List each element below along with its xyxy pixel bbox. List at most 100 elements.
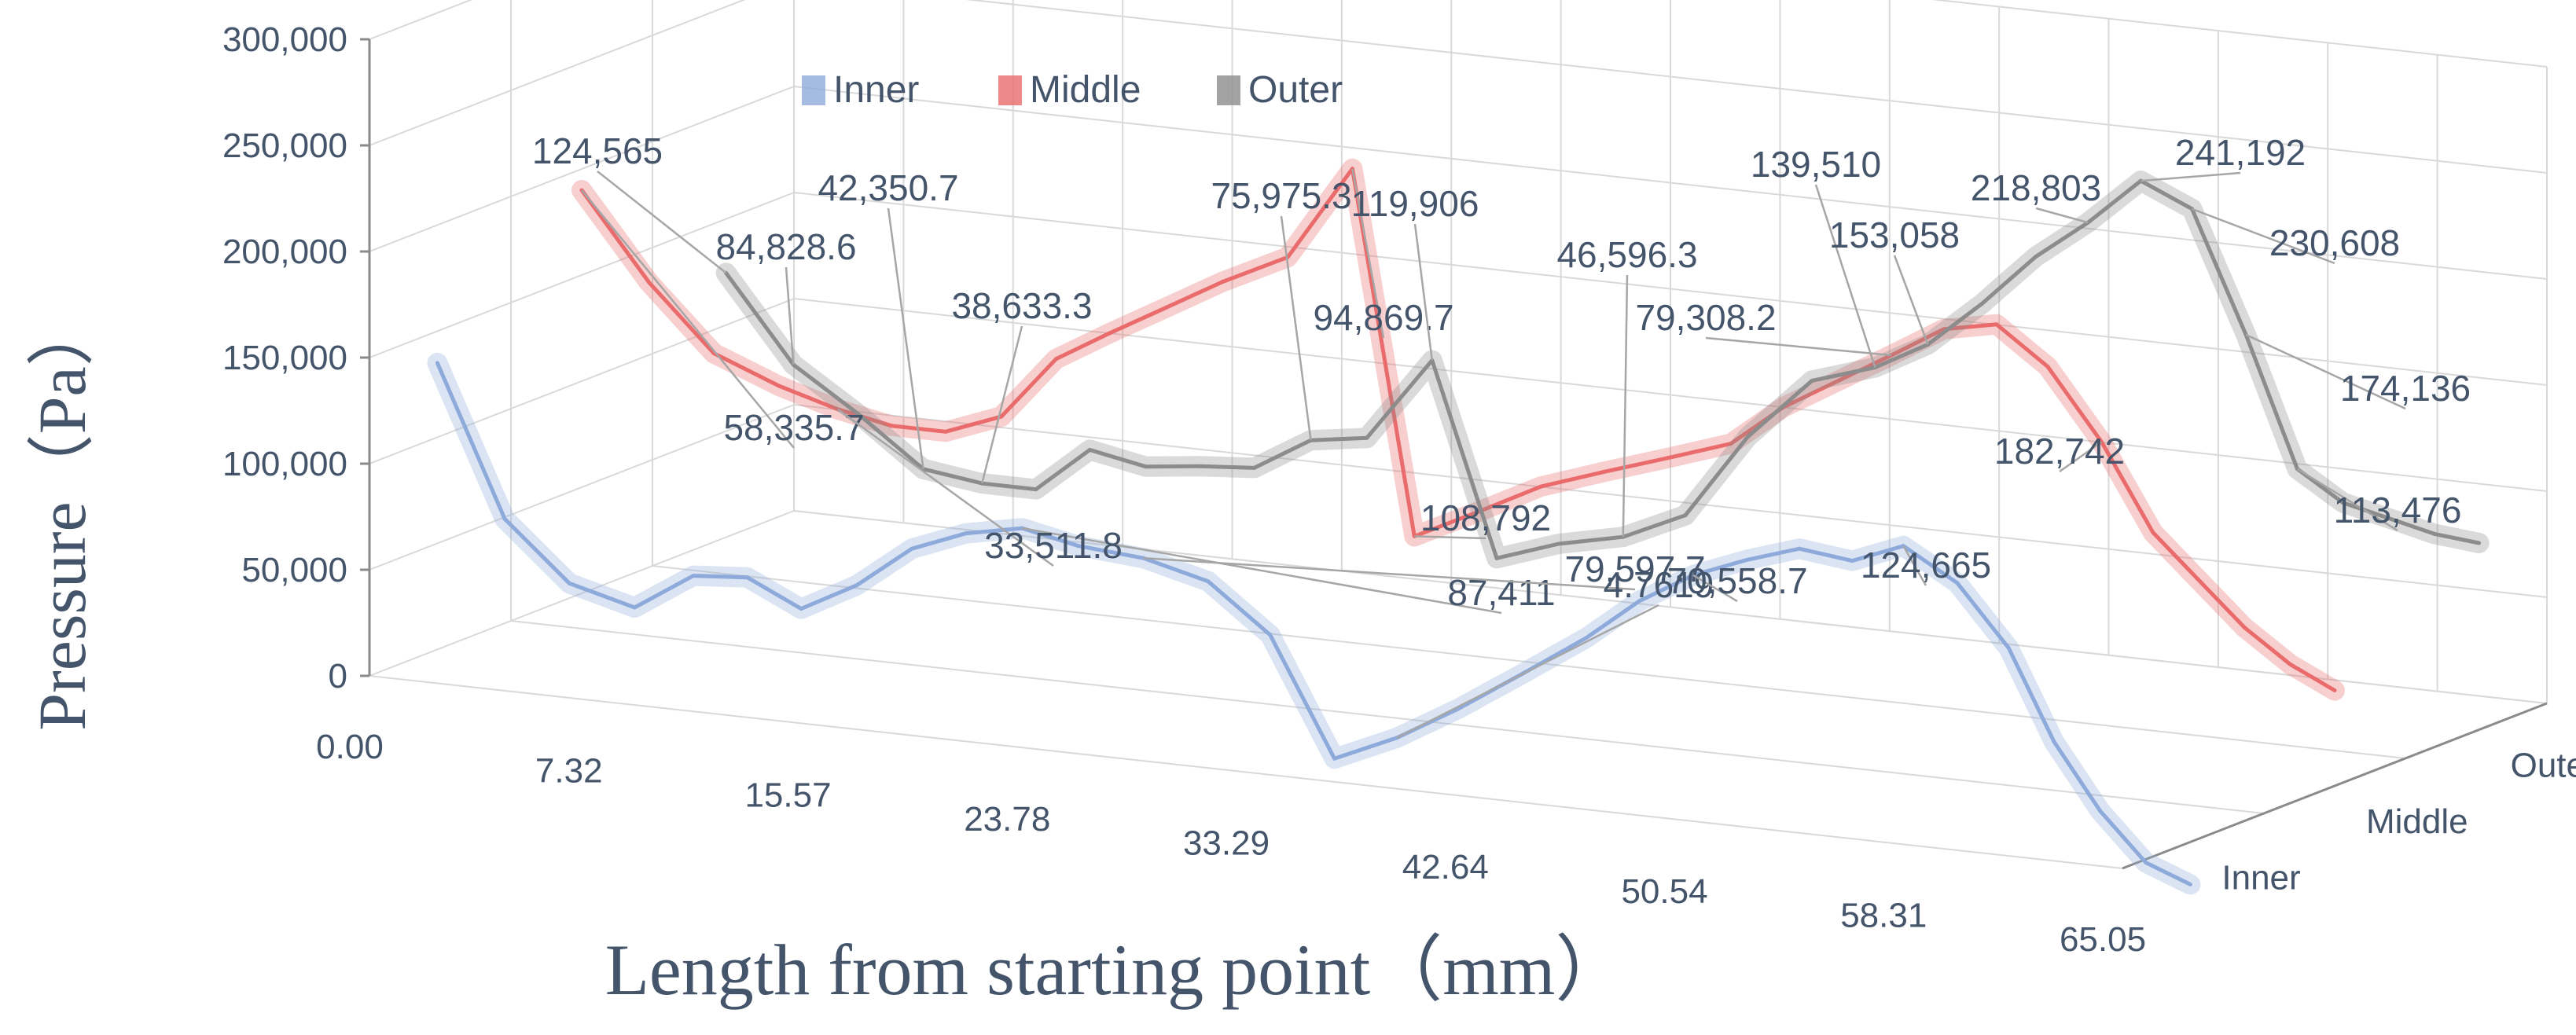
floor-gridline <box>369 675 2123 869</box>
legend-label-outer: Outer <box>1248 69 1343 111</box>
data-point-middle <box>1836 379 1840 384</box>
data-point-middle <box>1729 442 1733 446</box>
data-point-outer <box>1143 464 1148 469</box>
y-tick-label: 250,000 <box>222 127 347 165</box>
data-point-inner <box>963 531 968 536</box>
data-point-outer <box>1810 378 1814 383</box>
data-point-middle <box>1994 322 1999 327</box>
data-point-middle <box>2332 688 2337 692</box>
label-leader-line <box>1692 574 1738 603</box>
data-label-inner: 70,558.7 <box>1666 560 1807 601</box>
data-point-outer <box>1745 435 1750 439</box>
label-leader-line <box>1814 184 1876 368</box>
label-leader-line <box>2059 441 2103 473</box>
side-wall-gridline <box>369 86 795 252</box>
data-point-middle <box>1053 357 1058 362</box>
data-point-inner <box>1584 635 1589 640</box>
y-axis-title: Pressure（Pa） <box>24 299 100 730</box>
label-leader-line <box>1893 255 1929 345</box>
data-point-inner <box>1637 599 1641 604</box>
data-point-inner <box>567 581 571 585</box>
y-tick-label: 300,000 <box>222 20 347 59</box>
data-label-outer: 75,975.3 <box>1211 175 1351 216</box>
data-point-inner <box>1797 546 1802 551</box>
data-point-outer <box>2432 531 2437 536</box>
data-point-inner <box>691 574 696 578</box>
data-point-inner <box>435 361 439 365</box>
data-point-outer <box>1979 302 1984 306</box>
data-point-inner <box>910 546 914 551</box>
data-label-outer: 42,350.7 <box>818 167 958 208</box>
data-point-inner <box>1076 544 1081 549</box>
label-leader-line <box>1413 223 1434 361</box>
x-tick-label: 65.05 <box>2060 920 2146 959</box>
data-point-outer <box>1252 465 1257 470</box>
data-label-middle: 58,335.7 <box>723 407 864 448</box>
side-wall-gridline <box>369 404 795 571</box>
depth-tick-label: Outer <box>2511 747 2576 785</box>
data-point-inner <box>854 583 859 588</box>
legend-swatch-inner <box>802 75 825 105</box>
data-point-middle <box>1164 305 1169 310</box>
y-tick-label: 100,000 <box>222 445 347 483</box>
data-point-outer <box>1556 541 1561 546</box>
x-tick-label: 23.78 <box>964 800 1050 839</box>
depth-axis-line <box>2122 702 2548 870</box>
data-point-middle <box>2288 662 2292 666</box>
data-point-middle <box>889 424 894 428</box>
label-leader-line <box>2192 207 2335 265</box>
data-point-inner <box>1332 756 1337 761</box>
data-point-inner <box>2006 646 2011 651</box>
data-point-inner <box>2052 740 2056 744</box>
data-point-middle <box>2196 578 2201 582</box>
data-label-outer: 230,608 <box>2269 222 2400 263</box>
data-point-inner <box>745 575 750 580</box>
floor-gridline <box>652 565 2406 759</box>
label-leader-line <box>1351 168 1385 339</box>
data-label-outer: 113,476 <box>2334 490 2462 530</box>
data-point-inner <box>1850 559 1854 563</box>
series-line-outer <box>724 178 2480 560</box>
data-point-inner <box>799 607 803 611</box>
x-tick-label: 42.64 <box>1402 848 1489 886</box>
label-leader-line <box>1902 545 1927 586</box>
legend-swatch-outer <box>1217 75 1240 105</box>
floor-gridline <box>793 510 2548 704</box>
data-label-inner: 79,597.7 <box>1564 549 1705 589</box>
x-tick-label: 33.29 <box>1183 824 1270 863</box>
label-leader-line <box>597 171 727 274</box>
side-wall-gridline <box>369 298 795 464</box>
data-label-outer: 153,058 <box>1829 215 1960 255</box>
data-label-middle: 33,511.8 <box>984 525 1123 566</box>
depth-tick-label: Inner <box>2221 858 2300 897</box>
data-label-outer: 119,906 <box>1351 183 1479 224</box>
data-point-middle <box>2045 364 2050 369</box>
label-leader-line <box>2245 333 2406 410</box>
data-label-middle: 79,308.2 <box>1635 297 1776 338</box>
chart-legend: Inner Middle Outer <box>802 69 1343 111</box>
data-label-outer: 124,565 <box>532 130 663 171</box>
data-point-outer <box>2034 255 2038 259</box>
data-point-middle <box>1108 331 1112 336</box>
data-point-inner <box>2188 882 2192 886</box>
x-axis-title: Length from starting point（mm） <box>605 930 1628 1010</box>
label-leader-line <box>887 207 924 469</box>
data-point-middle <box>647 280 652 284</box>
data-point-middle <box>2151 530 2155 535</box>
data-label-middle: 182,742 <box>1994 431 2125 472</box>
chart-grid <box>360 0 2548 870</box>
data-point-inner <box>1206 579 1211 584</box>
data-point-inner <box>632 605 637 610</box>
data-point-outer <box>1034 487 1038 492</box>
label-leader-line <box>981 325 1023 484</box>
label-leader-line <box>1414 535 1486 540</box>
x-tick-label: 0.00 <box>316 728 384 766</box>
label-leader-line <box>785 266 795 365</box>
data-label-outer: 139,510 <box>1751 144 1881 185</box>
side-wall-gridline <box>369 0 746 146</box>
data-point-middle <box>1538 484 1543 489</box>
label-leader-line <box>1396 604 1659 739</box>
label-leader-line <box>1143 556 1636 591</box>
y-tick-label: 150,000 <box>222 339 347 377</box>
